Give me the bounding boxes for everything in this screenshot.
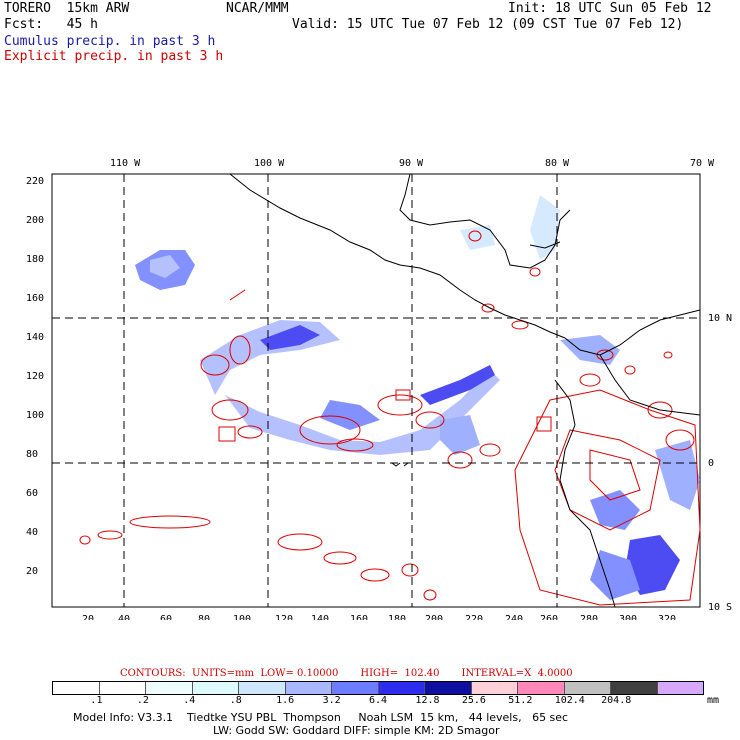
x-tick: 60 <box>160 614 172 620</box>
x-tick: 140 <box>311 614 329 620</box>
color-bar-swatch <box>285 682 332 694</box>
x-tick: 300 <box>619 614 637 620</box>
center-name: NCAR/MMM <box>226 1 289 16</box>
x-tick: 100 <box>233 614 251 620</box>
color-bar-swatch <box>518 682 565 694</box>
x-tick: 200 <box>425 614 443 620</box>
color-bar-swatch <box>99 682 146 694</box>
contour-interval: INTERVAL=X 4.0000 <box>461 668 573 679</box>
color-bar-level: 25.6 <box>461 695 486 706</box>
color-bar-swatch <box>425 682 472 694</box>
valid-time: Valid: 15 UTC Tue 07 Feb 12 (09 CST Tue … <box>292 17 684 32</box>
contour-high: HIGH= 102.40 <box>360 668 440 679</box>
lat-label-equator: 0 <box>708 458 714 469</box>
init-time: Init: 18 UTC Sun 05 Feb 12 <box>508 1 712 16</box>
color-bar-swatch <box>564 682 611 694</box>
precip-map: 110 W 100 W 90 W 80 W 70 W <box>26 158 732 620</box>
map-frame <box>51 173 701 608</box>
graticule <box>52 174 700 607</box>
x-axis-ticks: 20 40 60 80 100 120 140 160 180 200 220 … <box>82 614 676 620</box>
lon-label-110w: 110 W <box>110 158 141 169</box>
color-bar-level: 12.8 <box>415 695 440 706</box>
color-bar-level: 102.4 <box>554 695 585 706</box>
y-tick: 20 <box>26 566 38 577</box>
lon-label-80w: 80 W <box>545 158 570 169</box>
y-tick: 140 <box>26 332 44 343</box>
y-tick: 60 <box>26 488 38 499</box>
lon-label-90w: 90 W <box>399 158 424 169</box>
color-bar-swatch <box>192 682 239 694</box>
x-tick: 180 <box>388 614 406 620</box>
color-bar-level: 3.2 <box>322 695 341 706</box>
x-tick: 260 <box>540 614 558 620</box>
model-info-line1: Model Info: V3.3.1 Tiedtke YSU PBL Thomp… <box>73 711 569 724</box>
x-tick: 240 <box>505 614 523 620</box>
coastlines <box>229 173 701 608</box>
y-tick: 100 <box>26 410 44 421</box>
color-bar-swatch <box>471 682 518 694</box>
contour-units: CONTOURS: UNITS=mm LOW= 0.10000 <box>120 668 339 679</box>
y-tick: 200 <box>26 215 44 226</box>
color-bar-swatch <box>146 682 193 694</box>
y-tick: 40 <box>26 527 38 538</box>
x-tick: 220 <box>465 614 483 620</box>
color-bar-level: .4 <box>183 695 196 706</box>
color-bar-swatch <box>239 682 286 694</box>
y-tick: 160 <box>26 293 44 304</box>
x-tick: 40 <box>118 614 130 620</box>
lat-label-10s: 10 S <box>708 602 732 613</box>
y-axis-ticks: 220 200 180 160 140 120 100 80 60 40 20 <box>26 176 44 577</box>
color-bar-level: 51.2 <box>508 695 533 706</box>
field-cumulus-label: Cumulus precip. in past 3 h <box>4 34 216 49</box>
y-tick: 80 <box>26 449 38 460</box>
model-name: TORERO 15km ARW <box>4 1 130 16</box>
x-tick: 120 <box>275 614 293 620</box>
color-bar-swatch <box>657 682 703 694</box>
color-bar-level: 6.4 <box>369 695 388 706</box>
field-explicit-label: Explicit precip. in past 3 h <box>4 49 224 64</box>
x-tick: 320 <box>658 614 676 620</box>
y-tick: 180 <box>26 254 44 265</box>
color-bar-units: mm <box>707 695 720 706</box>
x-tick: 160 <box>350 614 368 620</box>
x-tick: 280 <box>580 614 598 620</box>
color-bar <box>52 681 704 695</box>
contour-info: CONTOURS: UNITS=mm LOW= 0.10000 HIGH= 102… <box>120 668 595 679</box>
color-bar-swatch <box>53 682 100 694</box>
color-bar-level: 204.8 <box>601 695 632 706</box>
color-bar-swatch <box>378 682 425 694</box>
lat-label-10n: 10 N <box>708 313 732 324</box>
color-bar-level: .8 <box>229 695 242 706</box>
model-info-line2: LW: Godd SW: Goddard DIFF: simple KM: 2D… <box>213 724 500 737</box>
cumulus-precip-areas <box>135 195 700 600</box>
color-bar-swatch <box>611 682 658 694</box>
x-tick: 80 <box>198 614 210 620</box>
color-bar-level: 1.6 <box>276 695 295 706</box>
x-tick: 20 <box>82 614 94 620</box>
lon-label-100w: 100 W <box>254 158 285 169</box>
y-tick: 120 <box>26 371 44 382</box>
explicit-precip-contours <box>79 230 701 606</box>
color-bar-level: .2 <box>136 695 149 706</box>
y-tick: 220 <box>26 176 44 187</box>
color-bar-swatch <box>332 682 379 694</box>
forecast-hour: Fcst: 45 h <box>4 17 98 32</box>
lon-label-70w: 70 W <box>690 158 715 169</box>
color-bar-level: .1 <box>90 695 103 706</box>
